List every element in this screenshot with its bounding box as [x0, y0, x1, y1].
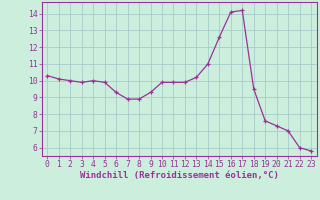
X-axis label: Windchill (Refroidissement éolien,°C): Windchill (Refroidissement éolien,°C): [80, 171, 279, 180]
